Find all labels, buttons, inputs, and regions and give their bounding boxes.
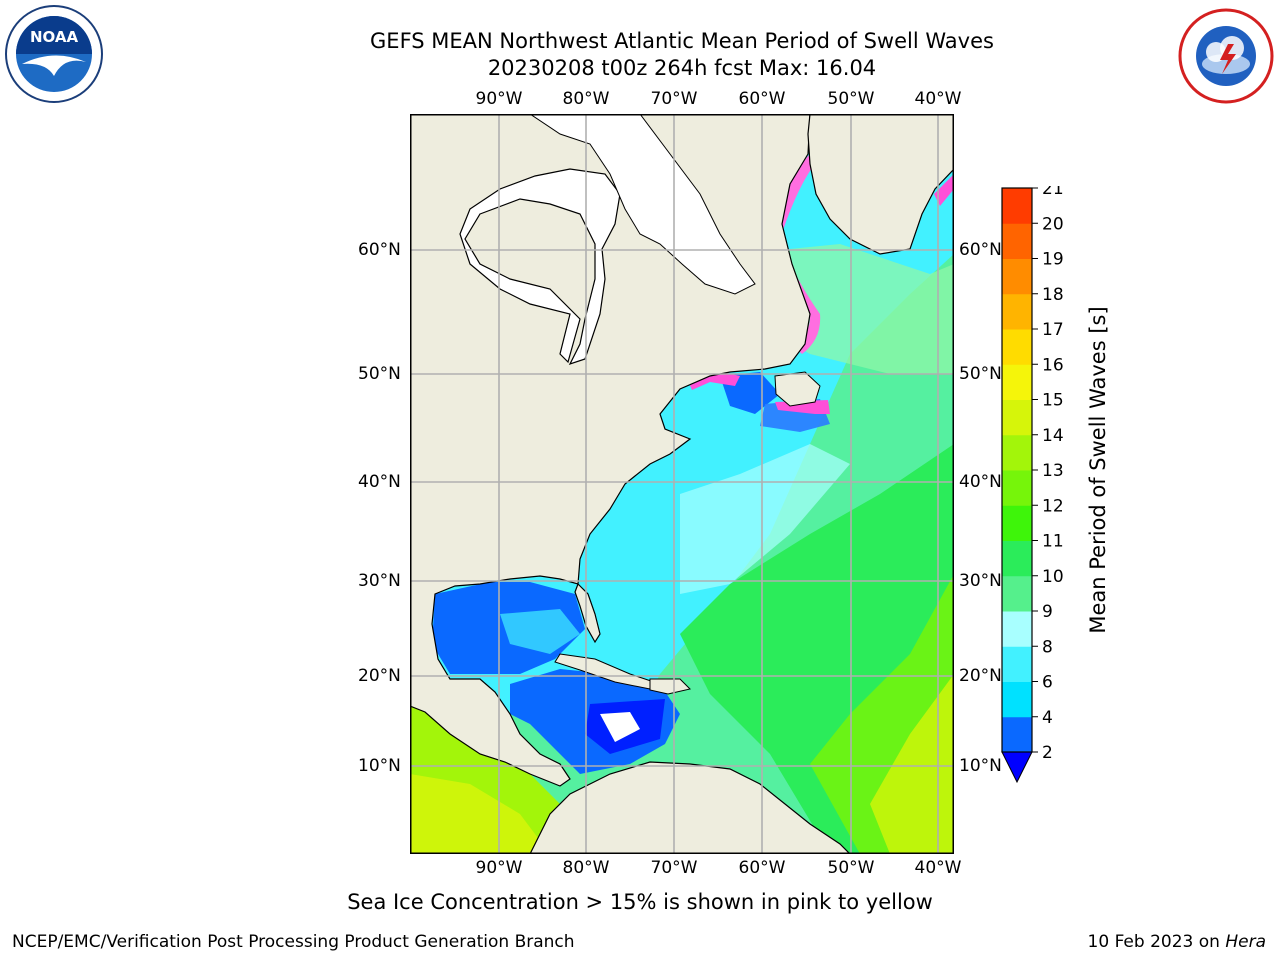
colorbar: 2 4 6 8 9 10 11 12 13 14 15 16 17 18 19 20 21 xyxy=(1000,179,1090,790)
lon-label-bottom: 80°W xyxy=(562,858,610,878)
colorbar-tick-label: 11 xyxy=(1042,532,1064,552)
lon-label-top: 90°W xyxy=(475,89,523,109)
colorbar-tick-label: 9 xyxy=(1042,602,1053,622)
colorbar-label: Mean Period of Swell Waves [s] xyxy=(1086,306,1110,634)
colorbar-tick-label: 19 xyxy=(1042,250,1064,270)
lon-label-bottom: 50°W xyxy=(827,858,875,878)
colorbar-tick-label: 18 xyxy=(1042,285,1064,305)
pacific-swell-high xyxy=(410,774,550,854)
colorbar-block xyxy=(1002,716,1032,753)
noaa-logo: NOAA xyxy=(4,4,104,108)
land-newfoundland xyxy=(774,371,821,407)
lat-label-right: 40°N xyxy=(959,472,1002,492)
gridlines xyxy=(410,114,954,854)
colorbar-tick-label: 10 xyxy=(1042,567,1064,587)
colorbar-tick-label: 13 xyxy=(1042,461,1064,481)
colorbar-block xyxy=(1002,329,1032,365)
lat-label-left: 10°N xyxy=(358,756,401,776)
colorbar-tick-label: 16 xyxy=(1042,355,1064,375)
footer-host: Hera xyxy=(1225,932,1266,952)
colorbar-block xyxy=(1002,223,1032,259)
footer-credit: NCEP/EMC/Verification Post Processing Pr… xyxy=(12,932,575,952)
colorbar-block xyxy=(1002,646,1032,682)
map-panel xyxy=(410,114,954,854)
lon-label-top: 40°W xyxy=(914,89,962,109)
colorbar-tick-label: 14 xyxy=(1042,426,1064,446)
lon-label-top: 50°W xyxy=(827,89,875,109)
land-florida xyxy=(574,582,601,644)
lat-label-left: 50°N xyxy=(358,364,401,384)
nws-logo xyxy=(1178,8,1274,108)
colorbar-tick-label: 6 xyxy=(1042,673,1053,693)
gulf-central xyxy=(500,609,580,654)
colorbar-svg: 2 4 6 8 9 10 11 12 13 14 15 16 17 18 19 20 21 xyxy=(1001,179,1064,784)
lat-label-left: 30°N xyxy=(358,571,401,591)
lon-label-top: 60°W xyxy=(738,89,786,109)
lat-label-right: 50°N xyxy=(959,364,1002,384)
colorbar-tick-label: 4 xyxy=(1042,708,1053,728)
colorbar-block xyxy=(1002,399,1032,436)
swell-zone-14s xyxy=(870,674,954,854)
colorbar-block xyxy=(1002,540,1032,577)
colorbar-block xyxy=(1002,188,1032,224)
colorbar-tick-label: 20 xyxy=(1042,214,1064,234)
colorbar-tick-label: 21 xyxy=(1042,186,1064,199)
colorbar-block xyxy=(1002,611,1032,647)
land-greenland xyxy=(807,114,954,255)
colorbar-tick-label: 12 xyxy=(1042,496,1064,516)
lon-label-bottom: 90°W xyxy=(475,858,523,878)
sea-ice-caption: Sea Ice Concentration > 15% is shown in … xyxy=(347,890,933,914)
colorbar-block xyxy=(1002,575,1032,612)
lat-label-right: 30°N xyxy=(959,571,1002,591)
colorbar-tick-label: 2 xyxy=(1042,743,1053,763)
lat-label-right: 20°N xyxy=(959,666,1002,686)
lon-label-bottom: 40°W xyxy=(914,858,962,878)
lat-label-right: 10°N xyxy=(959,756,1002,776)
lat-label-left: 20°N xyxy=(358,666,401,686)
colorbar-block xyxy=(1002,364,1032,400)
colorbar-under-triangle xyxy=(1001,751,1033,784)
colorbar-block xyxy=(1002,258,1032,295)
map-title: GEFS MEAN Northwest Atlantic Mean Period… xyxy=(370,29,994,53)
caribbean-blank xyxy=(600,712,640,742)
lon-label-bottom: 70°W xyxy=(650,858,698,878)
land-south-america xyxy=(529,761,851,854)
footer-date-text: 10 Feb 2023 on xyxy=(1087,932,1220,952)
colorbar-tick-label: 15 xyxy=(1042,391,1064,411)
hudson-bay xyxy=(459,168,621,366)
colorbar-block xyxy=(1002,470,1032,506)
lon-label-top: 70°W xyxy=(650,89,698,109)
map-canvas xyxy=(410,114,954,854)
map-subtitle: 20230208 t00z 264h fcst Max: 16.04 xyxy=(487,56,877,80)
lon-label-bottom: 60°W xyxy=(738,858,786,878)
footer-date: 10 Feb 2023 on Hera xyxy=(1088,932,1266,952)
lat-label-left: 40°N xyxy=(358,472,401,492)
lat-label-right: 60°N xyxy=(959,240,1002,260)
colorbar-block xyxy=(1002,681,1032,718)
lat-label-left: 60°N xyxy=(358,240,401,260)
canadian-archipelago-ice xyxy=(529,114,756,295)
land-hispaniola xyxy=(649,678,691,695)
colorbar-tick-label: 17 xyxy=(1042,320,1064,340)
map-border xyxy=(410,114,954,854)
noaa-logo-text: NOAA xyxy=(30,28,79,46)
colorbar-tick-label: 8 xyxy=(1042,637,1053,657)
colorbar-block xyxy=(1002,293,1032,330)
lon-label-top: 80°W xyxy=(562,89,610,109)
colorbar-block xyxy=(1002,505,1032,541)
colorbar-block xyxy=(1002,434,1032,471)
sea-ice-greenland xyxy=(934,174,954,206)
